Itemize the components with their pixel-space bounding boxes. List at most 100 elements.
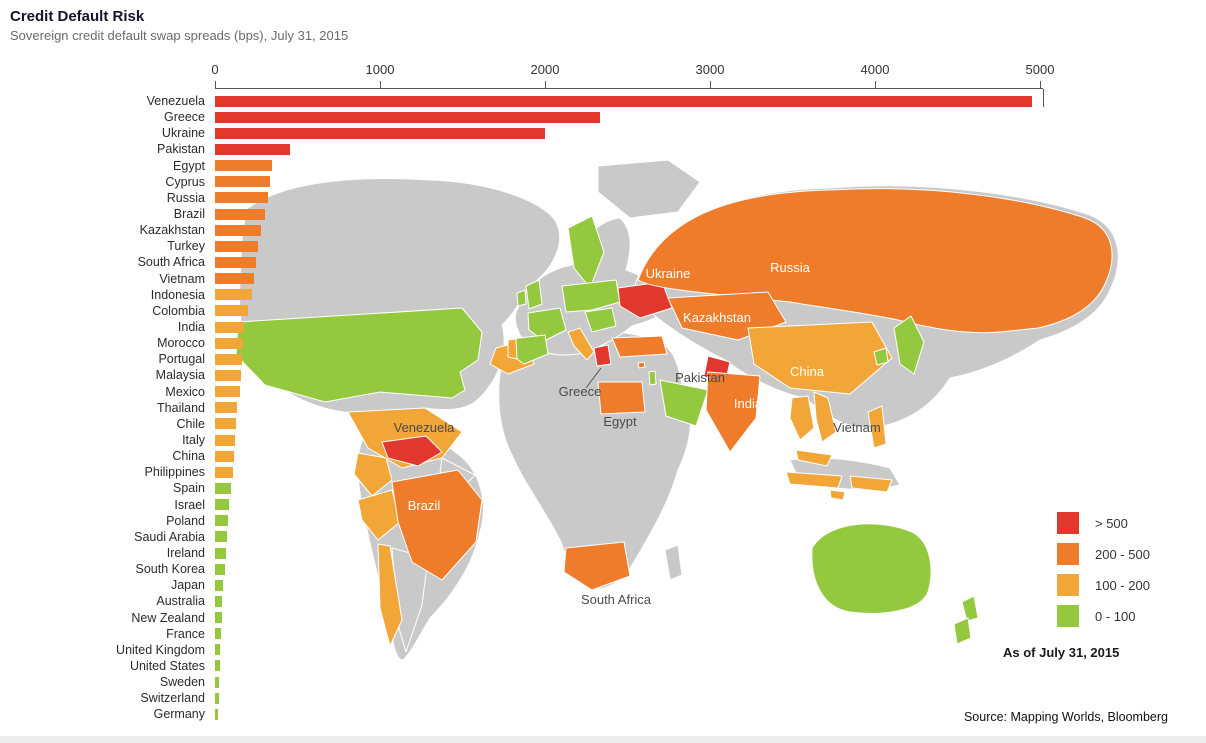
bar-row: Sweden xyxy=(0,674,1032,690)
as-of-date: As of July 31, 2015 xyxy=(1003,645,1120,660)
bar xyxy=(215,160,272,172)
bar xyxy=(215,434,235,446)
country-thailand xyxy=(789,395,815,441)
axis-tick-mark xyxy=(215,81,216,88)
map-label: Pakistan xyxy=(675,370,725,385)
bar-label: Switzerland xyxy=(140,691,205,706)
bar xyxy=(215,563,225,575)
page-title: Credit Default Risk xyxy=(10,8,145,25)
bar-row: Mexico xyxy=(0,384,1032,400)
axis-tick-label: 1000 xyxy=(365,62,395,77)
axis-tick-label: 0 xyxy=(211,62,219,77)
country-brazil xyxy=(391,469,483,581)
axis-tick-label: 3000 xyxy=(695,62,725,77)
legend-swatch xyxy=(1057,543,1079,565)
map-label: Ukraine xyxy=(646,266,691,281)
country-indonesia-south xyxy=(829,489,846,501)
country-australia xyxy=(811,523,932,614)
bar-row: United Kingdom xyxy=(0,642,1032,658)
bar-row: Portugal xyxy=(0,351,1032,367)
bar-label: China xyxy=(172,449,205,464)
map-label: Brazil xyxy=(408,498,441,513)
country-france xyxy=(527,307,567,342)
bar-label: Ukraine xyxy=(161,126,205,141)
bar xyxy=(215,450,234,462)
bar-label: New Zealand xyxy=(131,610,205,625)
bar-label: Sweden xyxy=(159,675,205,690)
bar-row: Poland xyxy=(0,513,1032,529)
legend: > 500 200 - 500 100 - 200 0 - 100 xyxy=(1057,512,1150,636)
country-united-states xyxy=(235,307,483,403)
footer-strip xyxy=(0,736,1206,743)
bar xyxy=(215,499,229,511)
bar-row: France xyxy=(0,626,1032,642)
bar-row: South Africa xyxy=(0,254,1032,270)
axis-line xyxy=(215,88,1043,89)
bar xyxy=(215,612,222,624)
bar-row: Japan xyxy=(0,577,1032,593)
bar xyxy=(215,337,243,349)
bar-label: Cyprus xyxy=(165,174,205,189)
axis-tick-label: 2000 xyxy=(530,62,560,77)
page-subtitle: Sovereign credit default swap spreads (b… xyxy=(10,28,349,43)
landmass-madagascar xyxy=(664,544,683,581)
country-china xyxy=(747,321,893,395)
bar-row: Ireland xyxy=(0,545,1032,561)
bar xyxy=(215,208,265,220)
map-label: China xyxy=(790,364,825,379)
country-indonesia-west xyxy=(785,471,843,489)
country-chile xyxy=(377,543,403,647)
country-venezuela xyxy=(381,435,443,467)
bar-label: Israel xyxy=(174,497,205,512)
bar-row: Ukraine xyxy=(0,125,1032,141)
bar-row: Chile xyxy=(0,416,1032,432)
bar xyxy=(215,192,268,204)
map-label: Egypt xyxy=(603,414,637,429)
bar-label: South Africa xyxy=(137,255,205,270)
bar-row: Brazil xyxy=(0,206,1032,222)
bar-row: Greece xyxy=(0,109,1032,125)
bar-label: Australia xyxy=(156,594,205,609)
bar-label: Russia xyxy=(166,190,205,205)
country-new-zealand-north xyxy=(961,595,979,622)
bar-label: Chile xyxy=(176,416,206,431)
bar-label: Morocco xyxy=(157,336,205,351)
bar-row: Saudi Arabia xyxy=(0,529,1032,545)
map-label: Vietnam xyxy=(833,420,880,435)
bar-label: Colombia xyxy=(152,303,205,318)
country-colombia xyxy=(353,452,393,497)
bar-label: South Korea xyxy=(135,562,206,577)
bar xyxy=(215,369,241,381)
axis-tick-mark xyxy=(710,81,711,88)
bar-row: Egypt xyxy=(0,158,1032,174)
bar xyxy=(215,95,1032,107)
bar-row: Vietnam xyxy=(0,271,1032,287)
bar-row: South Korea xyxy=(0,561,1032,577)
bar xyxy=(215,143,290,155)
bar-row: Indonesia xyxy=(0,287,1032,303)
bar-row: Malaysia xyxy=(0,367,1032,383)
bar-label: Indonesia xyxy=(150,287,205,302)
bar-chart: Venezuela Greece Ukraine Pakistan Egypt Cypru… xyxy=(0,93,1032,722)
bar-row: Switzerland xyxy=(0,690,1032,706)
bar xyxy=(215,660,220,672)
axis-tick-label: 5000 xyxy=(1025,62,1055,77)
bar xyxy=(215,515,228,527)
country-indonesia-east xyxy=(849,475,893,493)
bar-label: India xyxy=(177,320,205,335)
bar xyxy=(215,628,221,640)
bar xyxy=(215,321,244,333)
bar-label: Spain xyxy=(173,481,205,496)
bar-label: Poland xyxy=(166,513,205,528)
legend-swatch xyxy=(1057,574,1079,596)
country-malaysia xyxy=(795,449,833,467)
country-cyprus xyxy=(637,361,646,369)
legend-item: 200 - 500 xyxy=(1057,543,1150,565)
legend-swatch xyxy=(1057,605,1079,627)
bar-row: Pakistan xyxy=(0,141,1032,157)
map-label: Kazakhstan xyxy=(683,310,751,325)
bar xyxy=(215,176,270,188)
bar-row: China xyxy=(0,448,1032,464)
bar-label: Pakistan xyxy=(157,142,205,157)
map-label: Russia xyxy=(770,260,811,275)
